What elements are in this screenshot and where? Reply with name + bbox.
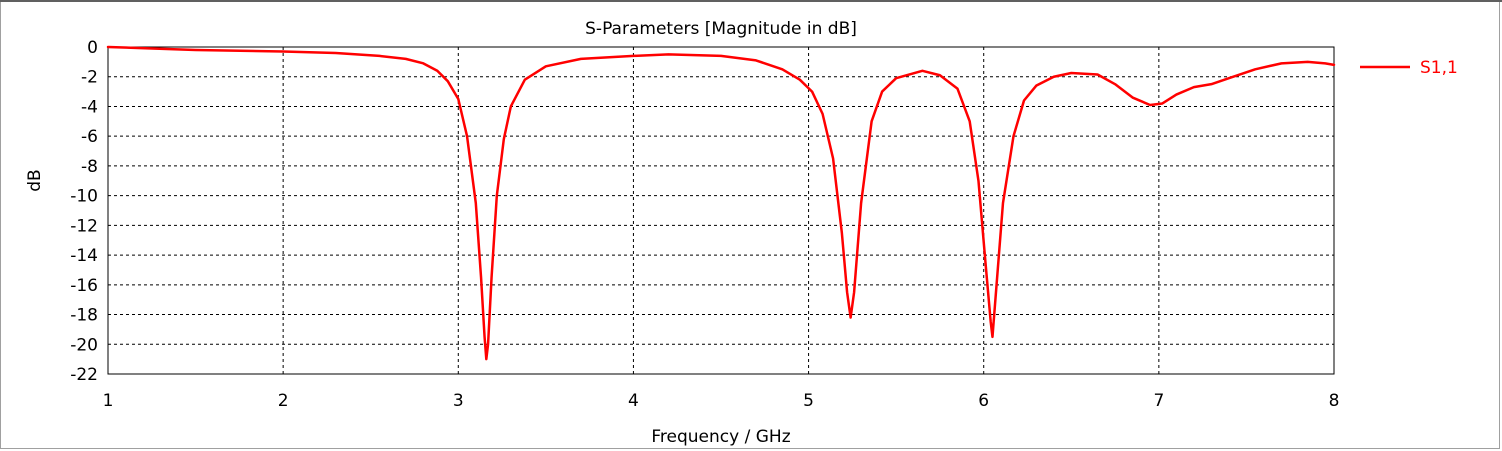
- y-tick-label: -2: [81, 68, 98, 88]
- x-tick-label: 5: [803, 391, 814, 411]
- y-tick-label: -10: [70, 187, 98, 207]
- plot-area: [107, 46, 1335, 375]
- y-tick-label: -16: [70, 276, 98, 296]
- legend-label-s11: S1,1: [1420, 58, 1458, 78]
- series-line-s11: [106, 45, 1336, 361]
- y-tick-label: -4: [81, 97, 98, 117]
- y-tick-label: -14: [70, 246, 98, 266]
- y-axis-ticks: 0 -2 -4 -6 -8 -10 -12 -14 -16 -18 -20 -22: [70, 38, 98, 385]
- chart-title: S-Parameters [Magnitude in dB]: [585, 19, 857, 39]
- x-axis-ticks: 1 2 3 4 5 6 7 8: [103, 391, 1340, 411]
- y-tick-label: -22: [70, 365, 98, 385]
- y-tick-label: -20: [70, 335, 98, 355]
- y-tick-label: -8: [81, 157, 98, 177]
- x-axis-label: Frequency / GHz: [651, 427, 790, 447]
- grid: [108, 47, 1334, 374]
- x-tick-label: 7: [1153, 391, 1164, 411]
- x-tick-label: 8: [1329, 391, 1340, 411]
- x-tick-label: 4: [628, 391, 639, 411]
- x-tick-label: 1: [103, 391, 114, 411]
- y-tick-label: -6: [81, 127, 98, 147]
- x-tick-label: 3: [453, 391, 464, 411]
- frame-top-border: [0, 0, 1502, 2]
- legend[interactable]: S1,1: [1360, 58, 1458, 78]
- series-layer: [106, 45, 1336, 361]
- y-axis-label: dB: [25, 169, 45, 191]
- y-tick-label: -18: [70, 306, 98, 326]
- x-tick-label: 6: [978, 391, 989, 411]
- y-tick-label: -12: [70, 216, 98, 236]
- y-tick-label: 0: [87, 38, 98, 58]
- x-tick-label: 2: [278, 391, 289, 411]
